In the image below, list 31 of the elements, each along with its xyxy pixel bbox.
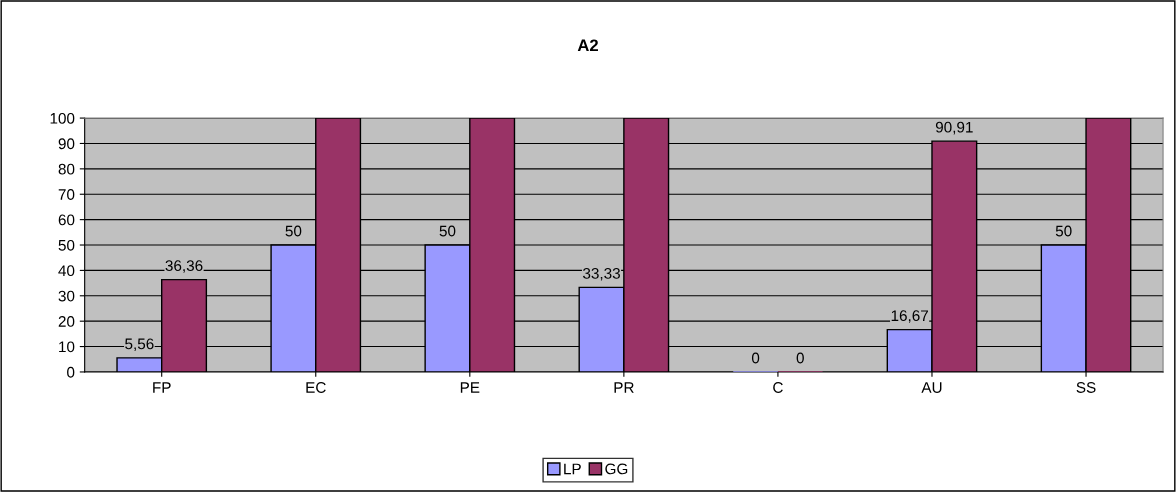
y-tick-label: 20 xyxy=(58,316,75,327)
data-label: 0 xyxy=(796,352,804,364)
data-label: 50 xyxy=(285,225,302,237)
data-label: 33,33 xyxy=(583,267,620,281)
legend-label: LP xyxy=(564,463,581,475)
y-tick-label: 90 xyxy=(58,138,75,150)
x-tick-label: FP xyxy=(153,382,171,393)
data-label: 16,67 xyxy=(891,310,928,323)
data-label: 36,36 xyxy=(165,260,203,273)
y-tick-label: 100 xyxy=(50,112,75,124)
x-tick-label: C xyxy=(773,382,783,393)
data-label: 90,91 xyxy=(935,121,973,135)
y-tick-label: 80 xyxy=(58,163,75,175)
legend-label: GG xyxy=(605,463,628,475)
data-label: 50 xyxy=(1055,225,1072,237)
x-tick-label: PE xyxy=(460,382,480,393)
y-tick-label: 0 xyxy=(67,366,75,378)
y-tick-label: 30 xyxy=(58,290,75,302)
x-tick-label: PR xyxy=(614,382,634,393)
y-tick-label: 50 xyxy=(58,239,75,251)
y-tick-label: 10 xyxy=(59,341,75,353)
x-tick-label: SS xyxy=(1076,382,1096,393)
x-tick-label: AU xyxy=(921,382,942,393)
data-label: 0 xyxy=(751,352,760,364)
y-tick-label: 40 xyxy=(58,265,75,277)
y-tick-label: 60 xyxy=(58,214,75,226)
data-label: 5,56 xyxy=(125,338,154,352)
x-tick-label: EC xyxy=(306,382,326,393)
data-label: 50 xyxy=(439,225,456,237)
y-tick-label: 70 xyxy=(58,189,75,200)
chart-title: A2 xyxy=(577,39,598,52)
